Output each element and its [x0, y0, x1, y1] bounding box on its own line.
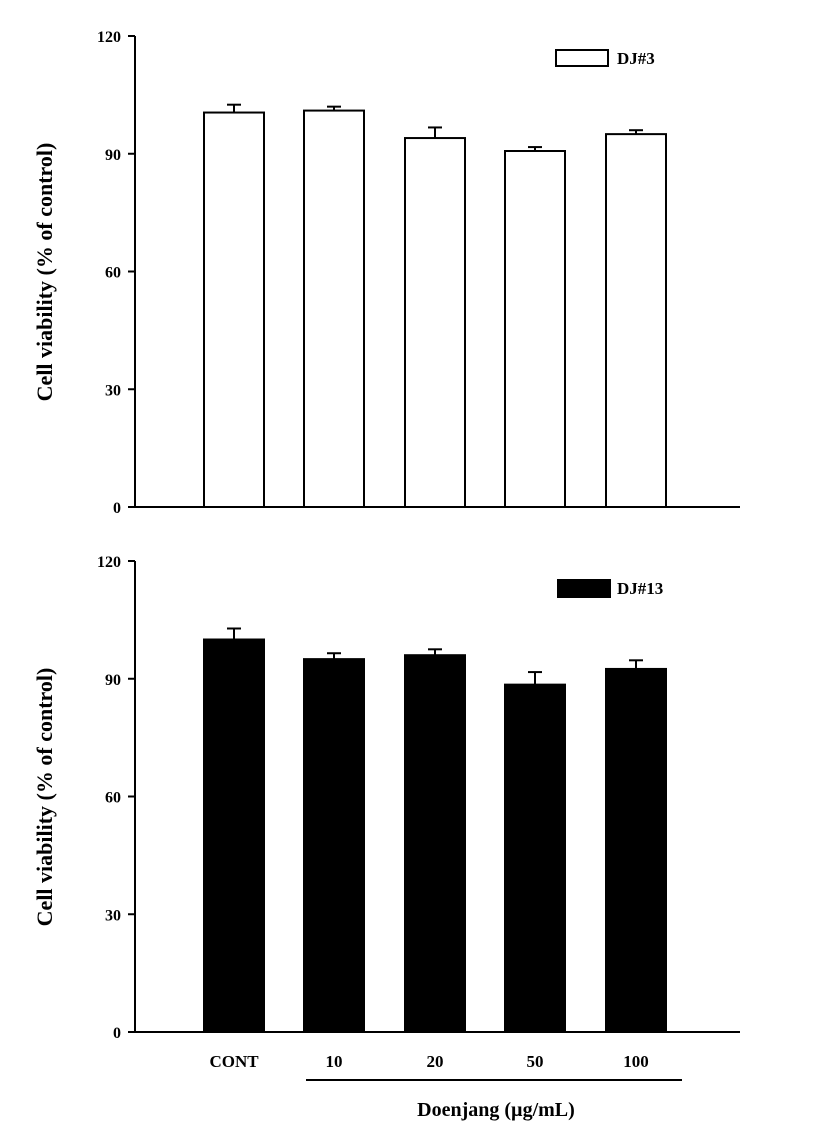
legend-label: DJ#13	[617, 579, 663, 598]
legend-swatch	[557, 579, 611, 598]
x-tick-label: 20	[427, 1052, 444, 1071]
bar-10	[303, 658, 365, 1033]
bar-cont	[203, 111, 265, 508]
y-tick-label: 0	[113, 1025, 121, 1042]
x-tick-label: 50	[527, 1052, 544, 1071]
chart-panel-1: 0 30 60 90 120 Cell viability (% of control) D…	[32, 29, 740, 517]
y-tick-label: 120	[97, 29, 121, 46]
bar-cont	[203, 638, 265, 1033]
y-tick-label: 30	[105, 907, 121, 924]
chart-panel-2: 0 30 60 90 120 Cell viability (% of control) D…	[32, 554, 740, 1121]
bar-100	[605, 133, 667, 508]
y-tick-label: 60	[105, 790, 121, 807]
y-tick-label: 60	[105, 265, 121, 282]
y-tick-label: 120	[97, 554, 121, 571]
x-tick-label: 10	[326, 1052, 343, 1071]
bar-20	[404, 137, 466, 509]
y-tick-label: 90	[105, 672, 121, 689]
bar-20	[404, 654, 466, 1033]
bar-100	[605, 667, 667, 1033]
x-axis-title: Doenjang (µg/mL)	[417, 1099, 575, 1121]
bar-50	[504, 150, 566, 508]
y-axis-title: Cell viability (% of control)	[32, 668, 57, 927]
legend-swatch	[555, 49, 609, 67]
bar-50	[504, 683, 566, 1033]
bar-10	[303, 109, 365, 508]
y-tick-label: 30	[105, 382, 121, 399]
x-tick-label: 100	[623, 1052, 649, 1071]
y-tick-label: 0	[113, 500, 121, 517]
y-tick-label: 90	[105, 147, 121, 164]
x-tick-label: CONT	[209, 1052, 259, 1071]
y-axis-title: Cell viability (% of control)	[32, 143, 57, 402]
legend-label: DJ#3	[617, 49, 655, 68]
